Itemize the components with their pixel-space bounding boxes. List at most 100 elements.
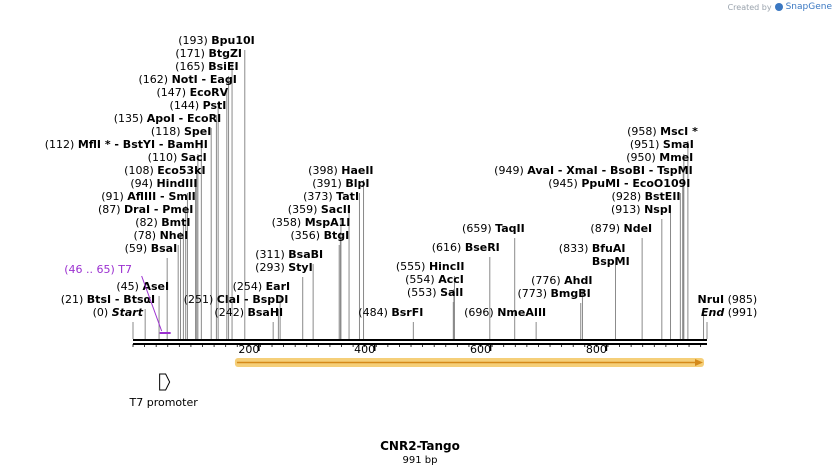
restriction-site[interactable]: (913) NspI [611, 203, 672, 216]
restriction-site[interactable]: (928) BstEII [612, 190, 681, 203]
restriction-site[interactable]: (773) BmgBI [517, 287, 590, 300]
site-name: TatI [336, 190, 359, 203]
restriction-site[interactable]: (144) PstI [170, 99, 227, 112]
restriction-site[interactable]: (879) NdeI [590, 222, 652, 235]
features: (46 .. 65) T7 T7 promoter [64, 263, 704, 409]
restriction-site[interactable]: (147) EcoRV [156, 86, 228, 99]
restriction-site[interactable]: (135) ApoI - EcoRI [114, 112, 222, 125]
restriction-site[interactable]: (311) BsaBI [255, 248, 323, 261]
restriction-site[interactable]: (659) TaqII [462, 222, 525, 235]
site-name: BlpI [345, 177, 369, 190]
site-label: (108) Eco53kI [124, 164, 205, 177]
sequence-length: 991 bp [402, 455, 438, 466]
restriction-site[interactable]: (162) NotI - EagI [139, 73, 237, 86]
promoter-arrow-icon[interactable] [159, 373, 171, 391]
site-coord: (555) [396, 260, 429, 273]
restriction-site[interactable]: (171) BtgZI [175, 47, 242, 60]
restriction-site[interactable]: (951) SmaI [630, 138, 694, 151]
restriction-site[interactable]: (950) MmeI [626, 151, 693, 164]
restriction-site[interactable]: (616) BseRI [432, 241, 500, 254]
site-label: (311) BsaBI [255, 248, 323, 261]
site-coord: (162) [139, 73, 172, 86]
site-coord: (87) [98, 203, 124, 216]
site-coord: (985) [724, 293, 757, 306]
site-label: (147) EcoRV [156, 86, 228, 99]
site-name: Start [112, 306, 144, 319]
restriction-site[interactable]: (91) AflIII - SmlI [101, 190, 196, 203]
site-label: (165) BsiEI [175, 60, 238, 73]
restriction-site[interactable]: (359) SacII [288, 203, 351, 216]
ruler: 200 400 600 800 [132, 343, 702, 356]
site-name: HaeII [341, 164, 373, 177]
restriction-site[interactable]: (78) NheI [134, 229, 189, 242]
site-label: (484) BsrFI [358, 306, 423, 319]
restriction-site[interactable]: (358) MspA1I [272, 216, 351, 229]
site-label: (87) DraI - PmeI [98, 203, 193, 216]
site-label: (45) AseI [116, 280, 169, 293]
site-name: BspMI [592, 255, 630, 268]
restriction-site[interactable]: (696) NmeAIII [464, 306, 546, 319]
restriction-site[interactable]: (398) HaeII [308, 164, 373, 177]
restriction-site[interactable]: (118) SpeI [151, 125, 211, 138]
restriction-site[interactable]: (958) MscI * [627, 125, 698, 138]
site-name: NspI [644, 203, 672, 216]
restriction-site[interactable]: (293) StyI [255, 261, 313, 274]
restriction-site[interactable]: (776) AhdI [531, 274, 592, 287]
site-label: (171) BtgZI [175, 47, 242, 60]
restriction-site[interactable]: (945) PpuMI - EcoO109I [548, 177, 690, 190]
restriction-site[interactable]: (82) BmtI [135, 216, 190, 229]
site-name: HindIII [156, 177, 197, 190]
site-name: PstI [203, 99, 227, 112]
restriction-site[interactable]: (949) AvaI - XmaI - BsoBI - TspMI [494, 164, 693, 177]
site-label: (833) BfuAI [559, 242, 626, 255]
restriction-site[interactable]: (108) Eco53kI [124, 164, 205, 177]
restriction-site[interactable]: (554) AccI [405, 273, 464, 286]
restriction-site[interactable]: (94) HindIII [130, 177, 197, 190]
restriction-site[interactable]: NruI (985) [698, 293, 758, 306]
restriction-site[interactable]: (555) HincII [396, 260, 465, 273]
restriction-site[interactable]: (356) BtgI [291, 229, 350, 242]
site-coord: (484) [358, 306, 391, 319]
restriction-site[interactable]: (87) DraI - PmeI [98, 203, 193, 216]
site-coord: (945) [548, 177, 581, 190]
restriction-site[interactable]: (254) EarI [233, 280, 291, 293]
site-name: Eco53kI [157, 164, 205, 177]
site-name: AccI [438, 273, 464, 286]
site-name: DraI - PmeI [124, 203, 193, 216]
restriction-site[interactable]: (553) SalI [407, 286, 463, 299]
restriction-site[interactable]: (165) BsiEI [175, 60, 238, 73]
restriction-site[interactable]: (242) BsaHI [214, 306, 283, 319]
restriction-site[interactable]: (110) SacI [148, 151, 207, 164]
site-coord: (773) [517, 287, 550, 300]
snapgene-brand: Created by SnapGene [728, 2, 832, 12]
site-name: MscI * [660, 125, 698, 138]
brand-name: SnapGene [785, 2, 832, 12]
site-coord: (293) [255, 261, 288, 274]
site-coord: (147) [156, 86, 189, 99]
site-label: (193) Bpu10I [178, 34, 255, 47]
restriction-site[interactable]: (59) BsaI [125, 242, 178, 255]
restriction-site[interactable]: (484) BsrFI [358, 306, 423, 319]
site-label: (162) NotI - EagI [139, 73, 237, 86]
site-label: (358) MspA1I [272, 216, 351, 229]
site-coord: (78) [134, 229, 160, 242]
site-coord: (59) [125, 242, 151, 255]
site-name: BtgI [324, 229, 350, 242]
restriction-site[interactable]: (21) BtsI - BtsαI [61, 293, 155, 306]
site-name: TaqII [495, 222, 525, 235]
site-label: (110) SacI [148, 151, 207, 164]
site-coord: (358) [272, 216, 305, 229]
site-label: (773) BmgBI [517, 287, 590, 300]
site-coord: (118) [151, 125, 184, 138]
restriction-site[interactable]: (373) TatI [303, 190, 359, 203]
restriction-site[interactable]: End (991) [701, 306, 757, 319]
restriction-site[interactable]: (112) MflI * - BstYI - BamHI [45, 138, 208, 151]
restriction-site[interactable]: (45) AseI [116, 280, 169, 293]
restriction-site[interactable]: (251) ClaI - BspDI [184, 293, 289, 306]
restriction-site[interactable]: (193) Bpu10I [178, 34, 255, 47]
restriction-site[interactable]: (0) Start [93, 306, 144, 319]
restriction-site[interactable]: (391) BlpI [312, 177, 369, 190]
site-label: (659) TaqII [462, 222, 525, 235]
